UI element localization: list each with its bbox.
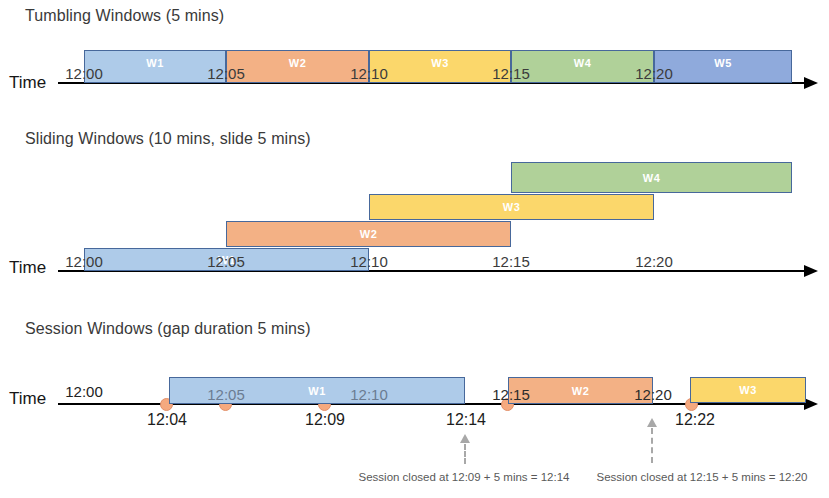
- session-tick-1200: 12:00: [65, 383, 103, 400]
- session-close-annotation-2: Session closed at 12:15 + 5 mins = 12:20: [597, 471, 808, 483]
- sliding-tick-1205: 12:05: [207, 253, 245, 270]
- sliding-time-label: Time: [9, 258, 46, 278]
- close-time-label-1214: 12:14: [446, 411, 486, 429]
- tumbling-window-w1: W1: [84, 50, 226, 83]
- tumbling-window-w2: W2: [226, 50, 369, 83]
- session-tick-1215: 12:15: [492, 386, 530, 403]
- sliding-tick-1220: 12:20: [635, 253, 673, 270]
- callout-arrow-tip-1: [460, 434, 470, 443]
- event-time-label-1209: 12:09: [305, 411, 345, 429]
- session-axis-arrow-icon: [804, 398, 818, 410]
- sliding-window-w4: W4: [511, 162, 792, 193]
- sliding-tick-1215: 12:15: [492, 253, 530, 270]
- event-time-label-1222: 12:22: [675, 411, 715, 429]
- sliding-tick-1210: 12:10: [350, 253, 388, 270]
- tumbling-tick-1215: 12:15: [492, 65, 530, 82]
- tumbling-tick-1210: 12:10: [350, 65, 388, 82]
- tumbling-window-w4: W4: [511, 50, 654, 83]
- tumbling-tick-1200: 12:00: [65, 65, 103, 82]
- session-time-label: Time: [9, 389, 46, 409]
- sliding-axis-arrow-icon: [804, 265, 818, 277]
- sliding-window-w2: W2: [226, 221, 511, 247]
- tumbling-window-w5: W5: [654, 50, 792, 83]
- session-close-annotation-1: Session closed at 12:09 + 5 mins = 12:14: [359, 471, 570, 483]
- session-tick-1205: 12:05: [207, 386, 245, 403]
- tumbling-axis-arrow-icon: [804, 77, 818, 89]
- sliding-tick-1200: 12:00: [65, 253, 103, 270]
- tumbling-window-w3: W3: [369, 50, 511, 83]
- session-tick-1220: 12:20: [634, 386, 672, 403]
- callout-arrow-tip-2: [647, 418, 657, 427]
- windowing-diagram: Tumbling Windows (5 mins) Time W1 W2 W3 …: [0, 0, 829, 498]
- session-window-w3: W3: [690, 377, 806, 403]
- session-tick-1210: 12:10: [350, 386, 388, 403]
- event-time-label-1204: 12:04: [147, 411, 187, 429]
- session-title: Session Windows (gap duration 5 mins): [25, 320, 311, 338]
- tumbling-title: Tumbling Windows (5 mins): [25, 7, 224, 25]
- sliding-title: Sliding Windows (10 mins, slide 5 mins): [25, 130, 311, 148]
- tumbling-time-label: Time: [9, 73, 46, 93]
- callout-arrow-line-1: [464, 444, 466, 464]
- callout-arrow-line-2: [651, 428, 653, 463]
- tumbling-tick-1220: 12:20: [635, 65, 673, 82]
- sliding-window-w3: W3: [369, 194, 654, 220]
- tumbling-tick-1205: 12:05: [207, 65, 245, 82]
